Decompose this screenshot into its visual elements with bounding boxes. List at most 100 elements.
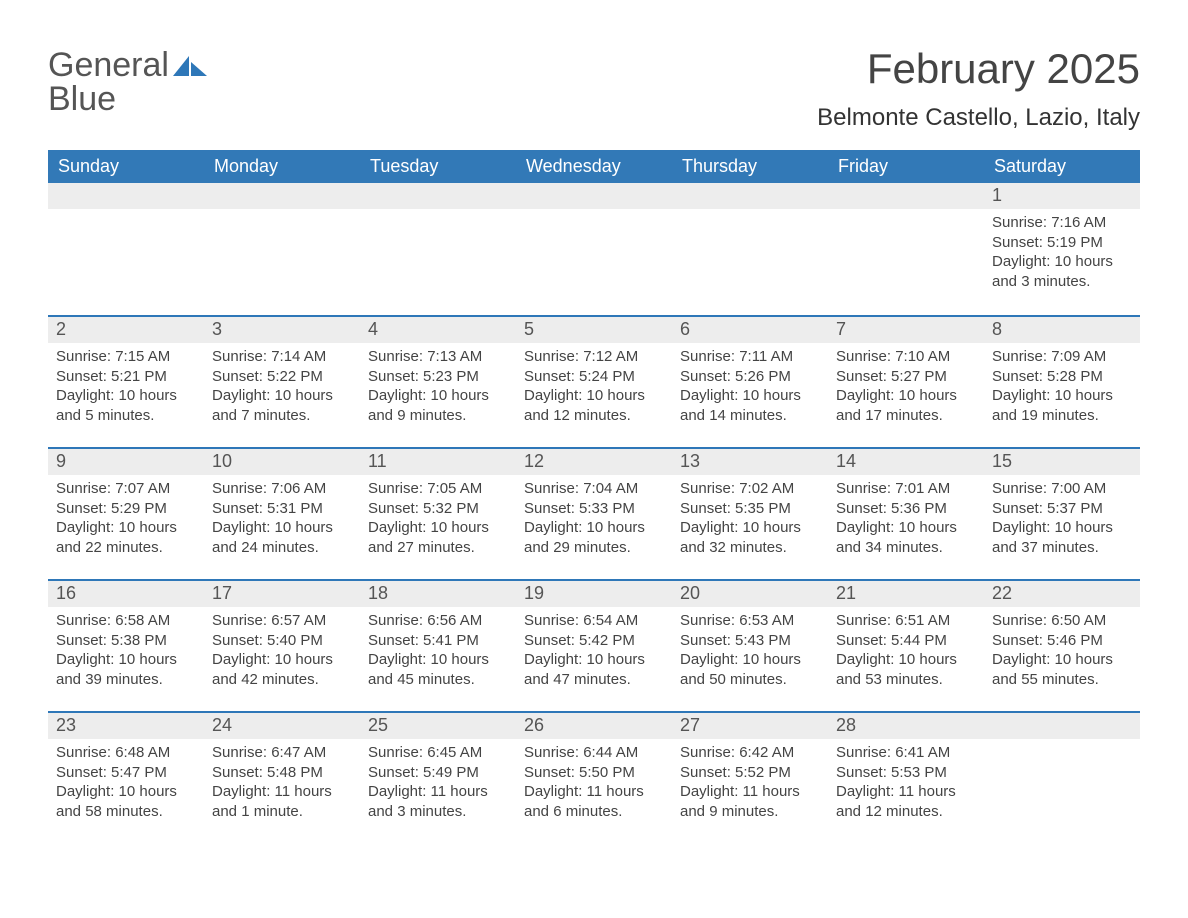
sunset-line: Sunset: 5:40 PM: [212, 631, 352, 651]
daylight-line: Daylight: 10 hours and 27 minutes.: [368, 518, 508, 558]
sunset-line: Sunset: 5:49 PM: [368, 763, 508, 783]
day-number: 8: [984, 317, 1140, 343]
sunrise-line: Sunrise: 6:41 AM: [836, 743, 976, 763]
sunrise-line: Sunrise: 6:45 AM: [368, 743, 508, 763]
sunrise-line: Sunrise: 7:06 AM: [212, 479, 352, 499]
day-cell: 6Sunrise: 7:11 AMSunset: 5:26 PMDaylight…: [672, 317, 828, 443]
sunrise-line: Sunrise: 7:05 AM: [368, 479, 508, 499]
sunset-line: Sunset: 5:38 PM: [56, 631, 196, 651]
sunset-line: Sunset: 5:37 PM: [992, 499, 1132, 519]
daylight-line: Daylight: 10 hours and 58 minutes.: [56, 782, 196, 822]
sunset-line: Sunset: 5:44 PM: [836, 631, 976, 651]
daylight-line: Daylight: 10 hours and 42 minutes.: [212, 650, 352, 690]
day-cell: 2Sunrise: 7:15 AMSunset: 5:21 PMDaylight…: [48, 317, 204, 443]
day-cell: 26Sunrise: 6:44 AMSunset: 5:50 PMDayligh…: [516, 713, 672, 839]
day-cell: 15Sunrise: 7:00 AMSunset: 5:37 PMDayligh…: [984, 449, 1140, 575]
day-cell: 27 Sunrise: 6:42 AMSunset: 5:52 PMDayligh…: [672, 713, 828, 839]
weeks-container: 1 Sunrise: 7:16 AMSunset: 5:19 PMDaylight…: [48, 183, 1140, 843]
sunrise-line: Sunrise: 6:44 AM: [524, 743, 664, 763]
day-cell: 3Sunrise: 7:14 AMSunset: 5:22 PMDaylight…: [204, 317, 360, 443]
day-details: Sunrise: 7:06 AMSunset: 5:31 PMDaylight:…: [212, 479, 352, 558]
sunrise-line: Sunrise: 6:48 AM: [56, 743, 196, 763]
day-number: [204, 183, 360, 209]
day-details: Sunrise: 6:45 AMSunset: 5:49 PMDaylight:…: [368, 743, 508, 822]
sunset-line: Sunset: 5:22 PM: [212, 367, 352, 387]
sunset-line: Sunset: 5:48 PM: [212, 763, 352, 783]
daylight-line: Daylight: 10 hours and 29 minutes.: [524, 518, 664, 558]
day-details: Sunrise: 7:01 AMSunset: 5:36 PMDaylight:…: [836, 479, 976, 558]
day-cell: 25Sunrise: 6:45 AMSunset: 5:49 PMDayligh…: [360, 713, 516, 839]
sunrise-line: Sunrise: 7:01 AM: [836, 479, 976, 499]
sunrise-line: Sunrise: 7:11 AM: [680, 347, 820, 367]
sunrise-line: Sunrise: 7:13 AM: [368, 347, 508, 367]
weekday-header: Saturday: [984, 150, 1140, 183]
day-cell: 14Sunrise: 7:01 AMSunset: 5:36 PMDayligh…: [828, 449, 984, 575]
day-number: 3: [204, 317, 360, 343]
day-number: 21: [828, 581, 984, 607]
sunrise-line: Sunrise: 6:54 AM: [524, 611, 664, 631]
sunrise-line: Sunrise: 6:56 AM: [368, 611, 508, 631]
sunrise-line: Sunrise: 6:42 AM: [680, 743, 820, 763]
day-number: 15: [984, 449, 1140, 475]
weekday-header: Thursday: [672, 150, 828, 183]
sunrise-line: Sunrise: 7:02 AM: [680, 479, 820, 499]
sunrise-line: Sunrise: 6:53 AM: [680, 611, 820, 631]
day-number: [48, 183, 204, 209]
header: General Blue February 2025 Belmonte Cast…: [48, 48, 1140, 132]
sunset-line: Sunset: 5:43 PM: [680, 631, 820, 651]
sunset-line: Sunset: 5:23 PM: [368, 367, 508, 387]
daylight-line: Daylight: 10 hours and 19 minutes.: [992, 386, 1132, 426]
day-cell: 4Sunrise: 7:13 AMSunset: 5:23 PMDaylight…: [360, 317, 516, 443]
daylight-line: Daylight: 10 hours and 53 minutes.: [836, 650, 976, 690]
sunrise-line: Sunrise: 7:15 AM: [56, 347, 196, 367]
day-details: Sunrise: 7:12 AMSunset: 5:24 PMDaylight:…: [524, 347, 664, 426]
day-number: 28: [828, 713, 984, 739]
sunset-line: Sunset: 5:27 PM: [836, 367, 976, 387]
day-cell: 20Sunrise: 6:53 AMSunset: 5:43 PMDayligh…: [672, 581, 828, 707]
daylight-line: Daylight: 11 hours and 1 minute.: [212, 782, 352, 822]
day-details: Sunrise: 6:47 AMSunset: 5:48 PMDaylight:…: [212, 743, 352, 822]
day-cell: 16Sunrise: 6:58 AMSunset: 5:38 PMDayligh…: [48, 581, 204, 707]
daylight-line: Daylight: 10 hours and 45 minutes.: [368, 650, 508, 690]
day-cell: 10 Sunrise: 7:06 AMSunset: 5:31 PMDayligh…: [204, 449, 360, 575]
day-details: Sunrise: 6:57 AMSunset: 5:40 PMDaylight:…: [212, 611, 352, 690]
day-cell: 13 Sunrise: 7:02 AMSunset: 5:35 PMDayligh…: [672, 449, 828, 575]
daylight-line: Daylight: 10 hours and 37 minutes.: [992, 518, 1132, 558]
day-cell: 17 Sunrise: 6:57 AMSunset: 5:40 PMDayligh…: [204, 581, 360, 707]
title-block: February 2025 Belmonte Castello, Lazio, …: [817, 48, 1140, 132]
day-number: [672, 183, 828, 209]
daylight-line: Daylight: 10 hours and 55 minutes.: [992, 650, 1132, 690]
daylight-line: Daylight: 11 hours and 12 minutes.: [836, 782, 976, 822]
day-number: 27: [672, 713, 828, 739]
weekday-header-row: SundayMondayTuesdayWednesdayThursdayFrid…: [48, 150, 1140, 183]
brand-word-1: General: [48, 48, 169, 82]
day-cell: 7Sunrise: 7:10 AMSunset: 5:27 PMDaylight…: [828, 317, 984, 443]
sunset-line: Sunset: 5:35 PM: [680, 499, 820, 519]
day-number: 5: [516, 317, 672, 343]
daylight-line: Daylight: 10 hours and 3 minutes.: [992, 252, 1132, 292]
day-cell: [516, 183, 672, 311]
day-cell: 8 Sunrise: 7:09 AMSunset: 5:28 PMDaylight…: [984, 317, 1140, 443]
day-number: 1: [984, 183, 1140, 209]
day-details: Sunrise: 6:42 AMSunset: 5:52 PMDaylight:…: [680, 743, 820, 822]
sunrise-line: Sunrise: 7:09 AM: [992, 347, 1132, 367]
day-details: Sunrise: 6:41 AMSunset: 5:53 PMDaylight:…: [836, 743, 976, 822]
day-cell: [204, 183, 360, 311]
daylight-line: Daylight: 10 hours and 32 minutes.: [680, 518, 820, 558]
location-subtitle: Belmonte Castello, Lazio, Italy: [817, 104, 1140, 132]
day-number: 19: [516, 581, 672, 607]
sunrise-line: Sunrise: 7:14 AM: [212, 347, 352, 367]
calendar-grid: SundayMondayTuesdayWednesdayThursdayFrid…: [48, 150, 1140, 843]
day-details: Sunrise: 6:56 AMSunset: 5:41 PMDaylight:…: [368, 611, 508, 690]
daylight-line: Daylight: 11 hours and 3 minutes.: [368, 782, 508, 822]
sunset-line: Sunset: 5:28 PM: [992, 367, 1132, 387]
day-details: Sunrise: 7:16 AMSunset: 5:19 PMDaylight:…: [992, 213, 1132, 292]
day-details: Sunrise: 7:13 AMSunset: 5:23 PMDaylight:…: [368, 347, 508, 426]
day-number: 13: [672, 449, 828, 475]
day-number: 17: [204, 581, 360, 607]
day-cell: [828, 183, 984, 311]
day-number: 2: [48, 317, 204, 343]
day-number: 10: [204, 449, 360, 475]
sunset-line: Sunset: 5:36 PM: [836, 499, 976, 519]
sail-icon: [173, 54, 207, 76]
